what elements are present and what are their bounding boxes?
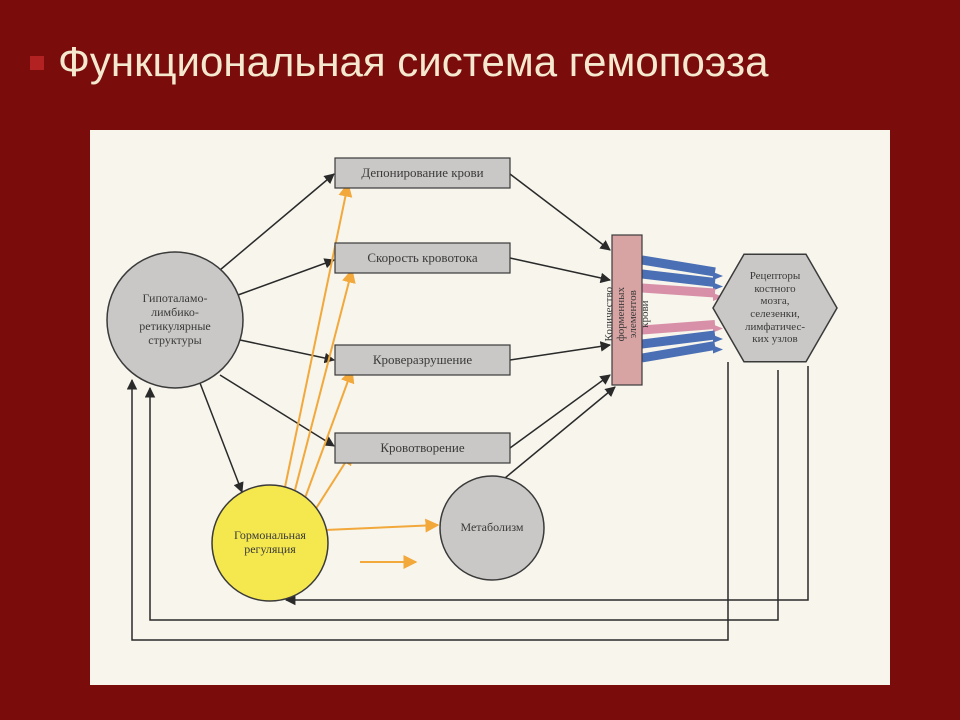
node-hypo: Гипоталамо-лимбико-ретикулярныеструктуры — [107, 252, 243, 388]
node-hormonal: Гормональнаярегуляция — [212, 485, 328, 601]
slide: Функциональная система гемопоэза Гипотал… — [0, 0, 960, 720]
node-metabolism: Метаболизм — [440, 476, 544, 580]
node-depot: Депонирование крови — [335, 158, 510, 188]
diagram-container: Гипоталамо-лимбико-ретикулярныеструктуры… — [90, 130, 890, 685]
node-receptors: Рецепторыкостногомозга,селезенки,лимфати… — [713, 246, 837, 370]
diagram-svg — [90, 130, 890, 685]
bullet-icon — [30, 56, 44, 70]
slide-title: Функциональная система гемопоэза — [30, 38, 768, 86]
title-text: Функциональная система гемопоэза — [58, 38, 768, 85]
node-creation: Кровотворение — [335, 433, 510, 463]
node-speed: Скорость кровотока — [335, 243, 510, 273]
node-destruction: Кроверазрушение — [335, 345, 510, 375]
node-quantity: Количествоформенныхэлементовкрови — [603, 244, 651, 384]
